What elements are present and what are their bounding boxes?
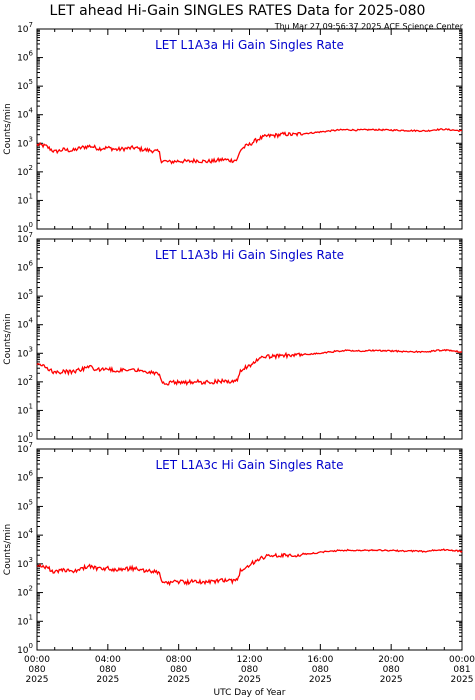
y-tick-label: 100 — [17, 221, 33, 235]
y-tick-label: 104 — [17, 317, 33, 331]
x-tick-label: 08:00 — [166, 655, 192, 665]
x-tick-label: 12:00 — [237, 655, 263, 665]
x-tick-label: 2025 — [309, 675, 332, 685]
y-tick-label: 103 — [17, 135, 33, 149]
series-line — [36, 348, 463, 387]
x-tick-label: 04:00 — [95, 655, 121, 665]
series-line — [36, 548, 463, 587]
y-tick-label: 102 — [17, 164, 33, 178]
y-tick-label: 104 — [17, 107, 33, 121]
x-tick-label: 080 — [170, 665, 187, 675]
y-axis-label: Counts/min — [3, 313, 13, 364]
x-tick-label: 20:00 — [378, 655, 404, 665]
y-axis-label: Counts/min — [3, 524, 13, 575]
plot-frame — [36, 448, 463, 651]
x-axis-label: UTC Day of Year — [214, 688, 286, 698]
series-line — [36, 127, 463, 165]
y-tick-label: 107 — [17, 231, 33, 245]
x-tick-label: 2025 — [167, 675, 190, 685]
y-tick-label: 103 — [17, 556, 33, 570]
y-tick-label: 107 — [17, 441, 33, 455]
x-tick-label: 2025 — [26, 675, 49, 685]
y-tick-label: 106 — [17, 470, 33, 484]
y-tick-label: 100 — [17, 431, 33, 445]
y-axis-label: Counts/min — [3, 103, 13, 154]
panel-title: LET L1A3b Hi Gain Singles Rate — [155, 248, 344, 262]
x-tick-label: 080 — [99, 665, 116, 675]
y-tick-label: 100 — [17, 642, 33, 656]
page-title: LET ahead Hi-Gain SINGLES RATES Data for… — [49, 3, 426, 19]
y-tick-label: 107 — [17, 21, 33, 35]
y-tick-label: 102 — [17, 374, 33, 388]
y-tick-label: 105 — [17, 498, 33, 512]
timestamp: Thu Mar 27 09:56:37 2025 ACE Science Cen… — [274, 22, 463, 31]
x-tick-label: 2025 — [380, 675, 403, 685]
x-tick-label: 00:00 — [24, 655, 50, 665]
y-tick-label: 102 — [17, 585, 33, 599]
y-tick-label: 101 — [17, 613, 33, 627]
x-tick-label: 080 — [312, 665, 329, 675]
y-tick-label: 106 — [17, 260, 33, 274]
x-tick-label: 081 — [453, 665, 470, 675]
y-tick-label: 105 — [17, 78, 33, 92]
x-tick-label: 16:00 — [307, 655, 333, 665]
y-tick-label: 103 — [17, 345, 33, 359]
y-tick-label: 101 — [17, 192, 33, 206]
plot-frame — [36, 28, 463, 230]
x-tick-label: 00:00 — [449, 655, 475, 665]
plot-frame — [36, 238, 463, 440]
x-tick-label: 2025 — [238, 675, 261, 685]
panel-title: LET L1A3a Hi Gain Singles Rate — [155, 38, 344, 52]
y-tick-label: 105 — [17, 288, 33, 302]
panel-title: LET L1A3c Hi Gain Singles Rate — [155, 458, 343, 472]
x-tick-label: 2025 — [451, 675, 474, 685]
y-tick-label: 101 — [17, 402, 33, 416]
x-tick-label: 080 — [28, 665, 45, 675]
x-tick-label: 080 — [383, 665, 400, 675]
x-tick-label: 2025 — [96, 675, 119, 685]
y-tick-label: 104 — [17, 527, 33, 541]
x-tick-label: 080 — [241, 665, 258, 675]
y-tick-label: 106 — [17, 50, 33, 64]
